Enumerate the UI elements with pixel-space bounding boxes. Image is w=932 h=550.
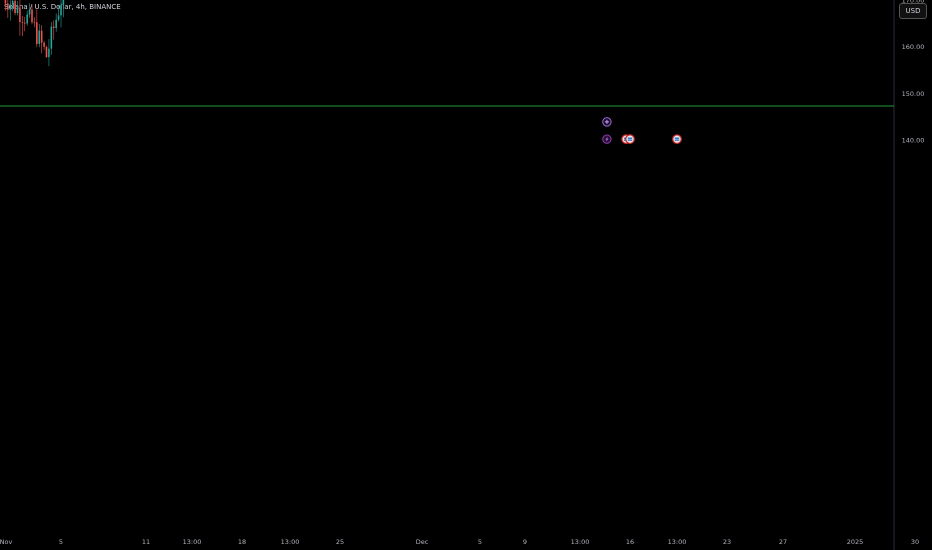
- x-tick-label: 23: [723, 538, 731, 546]
- candle-body[interactable]: [40, 30, 43, 43]
- x-tick-label: Nov: [0, 538, 12, 546]
- currency-button[interactable]: USD: [899, 3, 927, 19]
- x-tick-label: 13:00: [183, 538, 202, 546]
- x-tick-label: 27: [779, 538, 787, 546]
- x-tick-label: 9: [523, 538, 527, 546]
- y-tick-label: 160.00: [902, 43, 925, 51]
- candle-body[interactable]: [50, 26, 53, 49]
- candle-body[interactable]: [21, 22, 24, 23]
- y-tick-label: 150.00: [902, 90, 925, 98]
- x-tick-label: 5: [59, 538, 63, 546]
- x-tick-label: Dec: [416, 538, 429, 546]
- x-tick-label: 2025: [847, 538, 864, 546]
- candle-body[interactable]: [43, 42, 45, 47]
- x-tick-label: 5: [478, 538, 482, 546]
- candle-body[interactable]: [48, 48, 50, 58]
- candle-body[interactable]: [36, 22, 38, 44]
- candle-body[interactable]: [57, 15, 60, 20]
- x-tick-label: 18: [238, 538, 246, 546]
- candle-body[interactable]: [11, 0, 14, 5]
- x-tick-label: 30: [911, 538, 919, 546]
- candle-body[interactable]: [26, 14, 28, 24]
- candle-body[interactable]: [60, 5, 62, 16]
- lightning-icon: [605, 136, 609, 142]
- x-tick-label: 11: [142, 538, 150, 546]
- y-tick-label: 140.00: [902, 137, 925, 145]
- candle-body[interactable]: [52, 26, 55, 28]
- x-tick-label: 25: [336, 538, 344, 546]
- x-tick-label: 13:00: [571, 538, 590, 546]
- candle-body[interactable]: [16, 7, 19, 14]
- candle-body[interactable]: [45, 46, 48, 58]
- candle-body[interactable]: [19, 7, 21, 23]
- candle-body[interactable]: [14, 0, 16, 14]
- x-tick-label: 13:00: [281, 538, 300, 546]
- candle-body[interactable]: [55, 19, 57, 28]
- candle-body[interactable]: [4, 0, 7, 4]
- candle-body[interactable]: [33, 22, 36, 23]
- candle-body[interactable]: [9, 4, 12, 10]
- candle-body[interactable]: [28, 9, 31, 15]
- candle-body[interactable]: [23, 22, 26, 24]
- x-tick-label: 16: [626, 538, 634, 546]
- candle-body[interactable]: [31, 9, 33, 23]
- y-tick-label: 170.00: [902, 0, 925, 4]
- candle-body[interactable]: [7, 3, 9, 10]
- x-tick-label: 13:00: [668, 538, 687, 546]
- candle-body[interactable]: [38, 30, 41, 44]
- chart-title: Solana / U.S. Dollar, 4h, BINANCE: [4, 3, 121, 11]
- candle-body[interactable]: [62, 0, 65, 6]
